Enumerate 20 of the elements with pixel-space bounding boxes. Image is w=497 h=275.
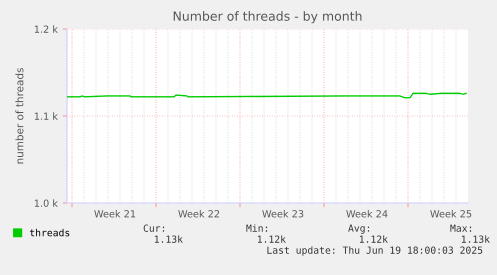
y-tick-label: 1.2 k: [34, 25, 58, 33]
y-tick-label: 1.1 k: [34, 112, 58, 120]
text: Cur:: [144, 224, 164, 232]
x-tick-label: Week 22: [178, 210, 220, 218]
y-tick-label: 1.0 k: [34, 199, 58, 207]
chart-title: Number of threads - by month: [174, 11, 362, 24]
x-tick-label: Week 23: [262, 210, 304, 218]
x-tick-label: Week 21: [94, 210, 136, 218]
text: Min:: [246, 224, 268, 232]
text: 1.12k: [360, 235, 388, 243]
y-axis-title: number of threads: [15, 68, 24, 164]
x-tick-label: Week 24: [346, 210, 388, 218]
x-tick-label: Week 25: [430, 210, 472, 218]
text: Last update: Thu Jun 19 18:00:03 2025: [267, 246, 482, 256]
text: Avg:: [348, 224, 370, 234]
text: 1.13k: [154, 235, 183, 243]
text: 1.13k: [462, 235, 490, 243]
text: Max:: [450, 224, 472, 232]
legend-label: threads: [30, 228, 70, 236]
text: 1.12k: [258, 235, 286, 243]
